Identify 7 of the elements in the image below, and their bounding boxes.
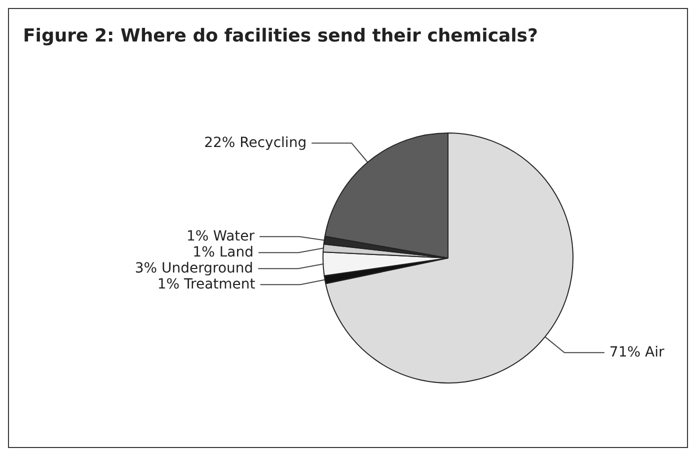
slice-label: 3% Underground bbox=[134, 260, 254, 277]
slice-label: 22% Recycling bbox=[204, 135, 307, 152]
chart-title: Figure 2: Where do facilities send their chemicals? bbox=[23, 26, 538, 46]
slice-label: 1% Treatment bbox=[157, 276, 256, 293]
slice-label: 1% Land bbox=[192, 244, 254, 261]
slice-label: 1% Water bbox=[186, 228, 255, 245]
slice-label: 71% Air bbox=[609, 344, 664, 361]
